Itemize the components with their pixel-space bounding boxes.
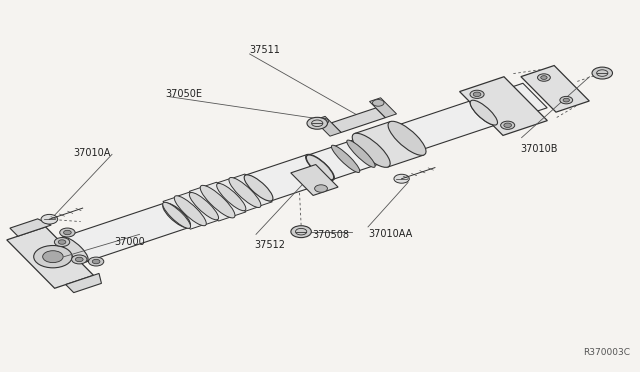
Polygon shape	[460, 77, 547, 135]
Polygon shape	[521, 65, 589, 112]
Circle shape	[34, 246, 72, 268]
Text: 37512: 37512	[255, 240, 285, 250]
Circle shape	[560, 96, 573, 104]
Circle shape	[541, 76, 547, 79]
Ellipse shape	[217, 183, 246, 211]
Ellipse shape	[163, 203, 191, 228]
Circle shape	[291, 226, 311, 238]
Polygon shape	[7, 227, 93, 288]
Ellipse shape	[470, 100, 497, 125]
Polygon shape	[203, 182, 246, 217]
Polygon shape	[66, 273, 102, 293]
Polygon shape	[10, 219, 51, 236]
Ellipse shape	[470, 100, 497, 125]
Circle shape	[470, 90, 484, 99]
Polygon shape	[332, 108, 385, 132]
Polygon shape	[355, 122, 424, 167]
Polygon shape	[163, 197, 204, 229]
Text: 37511: 37511	[250, 45, 280, 55]
Ellipse shape	[306, 154, 334, 180]
Polygon shape	[314, 116, 341, 136]
Polygon shape	[308, 135, 394, 180]
Circle shape	[538, 74, 550, 81]
Circle shape	[500, 121, 515, 129]
Ellipse shape	[174, 196, 206, 226]
Circle shape	[54, 238, 70, 247]
Circle shape	[60, 228, 75, 237]
Circle shape	[317, 118, 328, 125]
Text: 37010B: 37010B	[520, 144, 558, 154]
Circle shape	[473, 92, 481, 97]
Ellipse shape	[352, 133, 390, 167]
Ellipse shape	[332, 145, 360, 173]
Circle shape	[43, 251, 63, 263]
Polygon shape	[291, 164, 338, 195]
Ellipse shape	[189, 192, 218, 220]
Circle shape	[76, 257, 83, 262]
Circle shape	[394, 174, 410, 183]
Polygon shape	[231, 174, 272, 206]
Polygon shape	[176, 192, 218, 225]
Ellipse shape	[244, 175, 273, 201]
Ellipse shape	[200, 185, 235, 218]
Polygon shape	[62, 203, 189, 262]
Ellipse shape	[229, 177, 261, 208]
Polygon shape	[246, 154, 333, 201]
Ellipse shape	[394, 126, 420, 151]
Ellipse shape	[347, 140, 375, 167]
Ellipse shape	[244, 175, 273, 201]
Polygon shape	[189, 187, 232, 221]
Text: 37010AA: 37010AA	[368, 230, 412, 239]
Text: 37050E: 37050E	[165, 89, 202, 99]
Circle shape	[315, 185, 328, 192]
Text: 37010A: 37010A	[74, 148, 111, 157]
Text: 370508: 370508	[312, 230, 349, 240]
Circle shape	[504, 123, 511, 128]
Circle shape	[592, 67, 612, 79]
Polygon shape	[395, 100, 496, 151]
Circle shape	[92, 259, 100, 264]
Circle shape	[88, 257, 104, 266]
Circle shape	[41, 214, 58, 224]
Circle shape	[72, 255, 87, 264]
Polygon shape	[217, 178, 259, 211]
Ellipse shape	[163, 202, 191, 228]
Ellipse shape	[368, 134, 395, 159]
Ellipse shape	[60, 237, 88, 262]
Text: 37000: 37000	[114, 237, 145, 247]
Ellipse shape	[307, 155, 333, 180]
Circle shape	[372, 100, 384, 106]
Circle shape	[563, 98, 570, 102]
Circle shape	[63, 230, 71, 235]
Polygon shape	[369, 98, 397, 118]
Circle shape	[307, 117, 328, 129]
Ellipse shape	[388, 121, 426, 155]
Circle shape	[58, 240, 66, 244]
Text: R370003C: R370003C	[584, 348, 630, 357]
Polygon shape	[472, 83, 547, 125]
